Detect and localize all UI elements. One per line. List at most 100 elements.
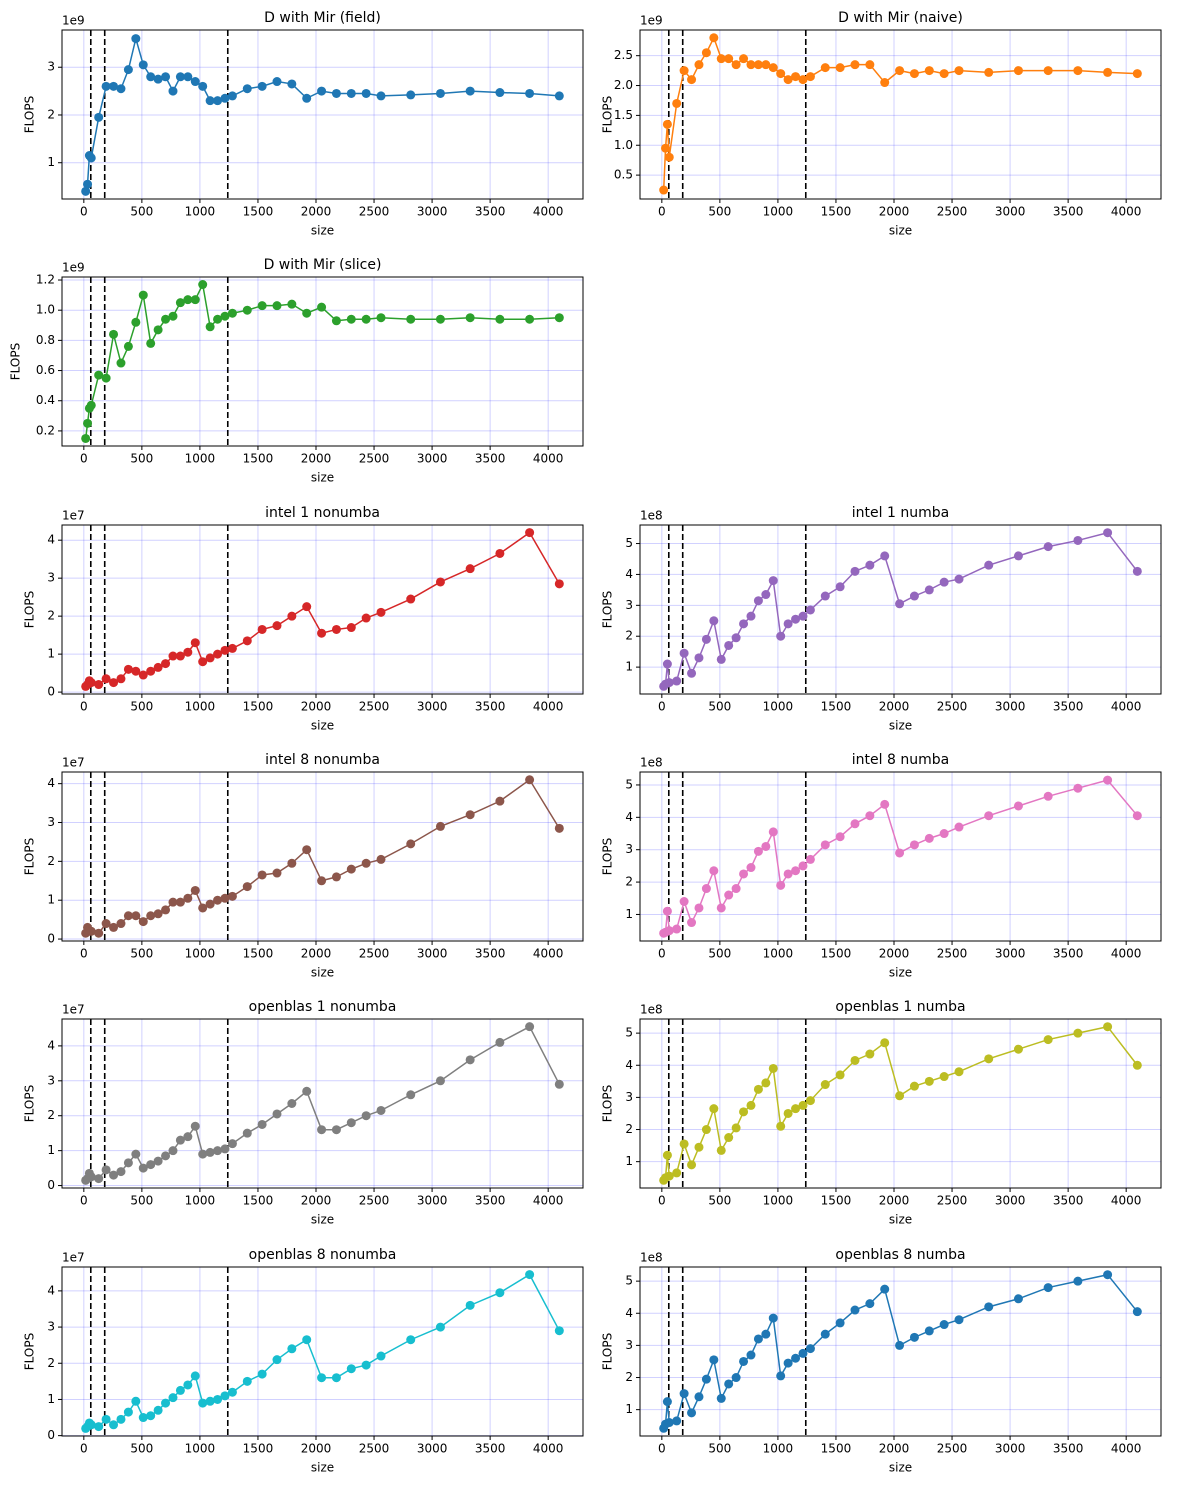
data-point — [746, 1350, 756, 1360]
data-point — [761, 60, 771, 70]
data-point — [1103, 528, 1113, 538]
data-point — [198, 1398, 208, 1408]
x-tick-label: 2000 — [301, 947, 332, 961]
data-point — [761, 1329, 771, 1339]
data-point — [924, 66, 934, 76]
data-point — [183, 647, 193, 657]
data-point — [213, 895, 223, 905]
x-tick-label: 1500 — [243, 205, 274, 219]
y-tick-label: 3 — [47, 571, 55, 585]
subplot: 0 500 1000 1500 2000 2500 3000 3500 4000 0 1 2 3 4 int… — [23, 752, 584, 980]
data-point — [302, 845, 312, 855]
data-point — [895, 599, 905, 609]
axis-offset-label: 1e8 — [640, 756, 663, 770]
y-tick-label: 3 — [47, 815, 55, 829]
data-point — [86, 1172, 96, 1182]
data-point — [835, 832, 845, 842]
axis-offset-label: 1e7 — [62, 756, 85, 770]
data-point — [205, 322, 215, 332]
data-point — [213, 314, 223, 324]
data-point — [1132, 566, 1142, 576]
axes-frame — [639, 1266, 1162, 1437]
x-axis-label: size — [311, 1461, 334, 1475]
data-point — [123, 65, 133, 75]
data-point — [331, 88, 341, 98]
data-point — [880, 799, 890, 809]
data-point — [791, 72, 801, 82]
x-tick-label: 2500 — [359, 205, 390, 219]
data-point — [317, 876, 327, 886]
axis-offset-label: 1e8 — [640, 1003, 663, 1017]
data-point — [1132, 69, 1142, 79]
x-axis-label: size — [889, 966, 912, 980]
data-point — [242, 1376, 252, 1386]
data-point — [317, 628, 327, 638]
data-point — [153, 1156, 163, 1166]
axes-frame — [639, 29, 1162, 200]
data-point — [701, 1125, 711, 1135]
data-point — [554, 313, 564, 323]
data-point — [672, 1416, 682, 1426]
data-point — [709, 866, 719, 876]
data-point — [465, 313, 475, 323]
data-point — [94, 680, 104, 690]
x-tick-label: 3000 — [417, 1194, 448, 1208]
axes-frame — [61, 771, 584, 942]
data-point — [768, 576, 778, 586]
data-point — [81, 186, 91, 196]
data-point — [272, 301, 282, 311]
x-tick-label: 1000 — [763, 205, 794, 219]
data-point — [525, 314, 535, 324]
x-tick-label: 2500 — [359, 1194, 390, 1208]
data-point — [86, 678, 96, 688]
data-point — [1073, 66, 1083, 76]
data-point — [101, 373, 111, 383]
data-point — [865, 60, 875, 70]
data-point — [495, 1288, 505, 1298]
data-point — [257, 624, 267, 634]
x-tick-label: 2500 — [937, 1442, 968, 1456]
data-point — [94, 112, 104, 122]
chart-title: D with Mir (slice) — [264, 257, 382, 273]
x-tick-label: 4000 — [533, 1194, 564, 1208]
data-point — [227, 891, 237, 901]
x-axis-label: size — [311, 224, 334, 238]
data-point — [954, 574, 964, 584]
axes-frame — [61, 524, 584, 695]
x-tick-label: 0 — [658, 1194, 666, 1208]
data-point — [83, 179, 93, 189]
y-axis-label: FLOPS — [23, 591, 37, 628]
data-point — [746, 611, 756, 621]
y-tick-label: 5 — [625, 1274, 633, 1288]
x-tick-label: 1000 — [763, 700, 794, 714]
data-point — [213, 1394, 223, 1404]
data-point — [776, 1371, 786, 1381]
axis-offset-label: 1e7 — [62, 1251, 85, 1265]
data-point — [753, 846, 763, 856]
data-point — [138, 1413, 148, 1423]
data-point — [753, 60, 763, 70]
series-line — [663, 531, 1138, 687]
data-point — [739, 869, 749, 879]
data-point — [257, 81, 267, 91]
x-tick-label: 1000 — [185, 205, 216, 219]
subplot: 0 500 1000 1500 2000 2500 3000 3500 4000 1 2 3 D wit… — [23, 10, 584, 238]
data-point — [302, 602, 312, 612]
x-tick-label: 1000 — [185, 1442, 216, 1456]
data-point — [190, 1371, 200, 1381]
data-point — [331, 1373, 341, 1383]
x-tick-label: 1000 — [763, 1194, 794, 1208]
x-tick-label: 2000 — [879, 700, 910, 714]
data-point — [116, 1414, 126, 1424]
data-point — [376, 1351, 386, 1361]
data-point — [687, 668, 697, 678]
data-point — [739, 54, 749, 64]
x-tick-label: 500 — [708, 1194, 731, 1208]
data-point — [525, 1270, 535, 1280]
x-tick-label: 3000 — [995, 1194, 1026, 1208]
subplot: 0 500 1000 1500 2000 2500 3000 3500 4000 0.5 1.0 1.… — [601, 10, 1162, 238]
series-line — [85, 1273, 560, 1429]
chart-title: openblas 8 nonumba — [249, 1247, 397, 1263]
data-point — [687, 1408, 697, 1418]
